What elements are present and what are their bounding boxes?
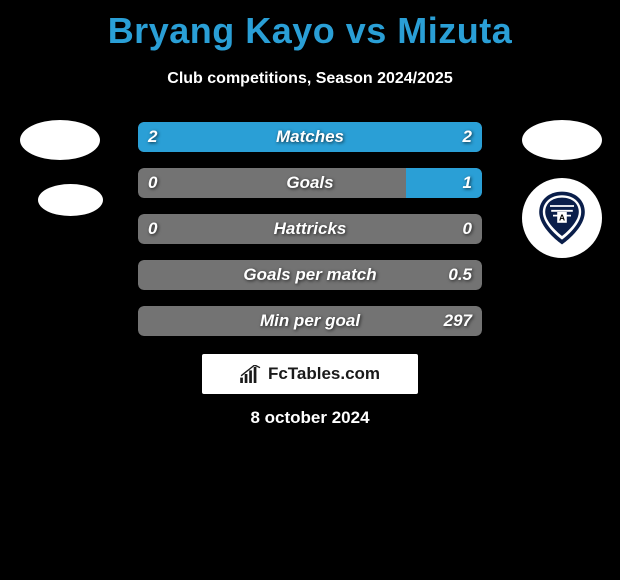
stat-row: Hattricks0 0 — [138, 214, 482, 244]
stat-value-left: 0 — [148, 214, 157, 244]
page-title: Bryang Kayo vs Mizuta — [0, 0, 620, 52]
brand-footer: FcTables.com — [202, 354, 418, 394]
stat-label: Min per goal — [138, 306, 482, 336]
stat-value-right: 2 — [463, 122, 472, 152]
stat-label: Matches — [138, 122, 482, 152]
stat-row: Min per goal297 — [138, 306, 482, 336]
stat-row: Matches2 2 — [138, 122, 482, 152]
stat-row: Goals per match0.5 — [138, 260, 482, 290]
bar-chart-icon — [240, 365, 262, 383]
stats-container: Matches22Goals01Hattricks00Goals per mat… — [138, 122, 482, 352]
svg-text:A: A — [559, 212, 565, 222]
subtitle: Club competitions, Season 2024/2025 — [0, 70, 620, 88]
stat-value-right: 0.5 — [448, 260, 472, 290]
stat-value-right: 297 — [444, 306, 472, 336]
club-badge-right: A — [522, 178, 602, 258]
club-placeholder-icon — [38, 184, 103, 216]
stat-label: Goals per match — [138, 260, 482, 290]
stat-value-left: 0 — [148, 168, 157, 198]
player-avatar-right — [522, 100, 602, 180]
footer-date: 8 october 2024 — [0, 408, 620, 428]
brand-label: FcTables.com — [268, 364, 380, 384]
avatar-placeholder-icon — [522, 120, 602, 160]
club-badge-left — [30, 160, 110, 240]
stat-label: Hattricks — [138, 214, 482, 244]
club-logo-icon: A — [532, 188, 592, 248]
stat-row: Goals0 1 — [138, 168, 482, 198]
stat-value-right: 1 — [463, 168, 472, 198]
avatar-placeholder-icon — [20, 120, 100, 160]
stat-value-right: 0 — [463, 214, 472, 244]
stat-value-left: 2 — [148, 122, 157, 152]
stat-label: Goals — [138, 168, 482, 198]
